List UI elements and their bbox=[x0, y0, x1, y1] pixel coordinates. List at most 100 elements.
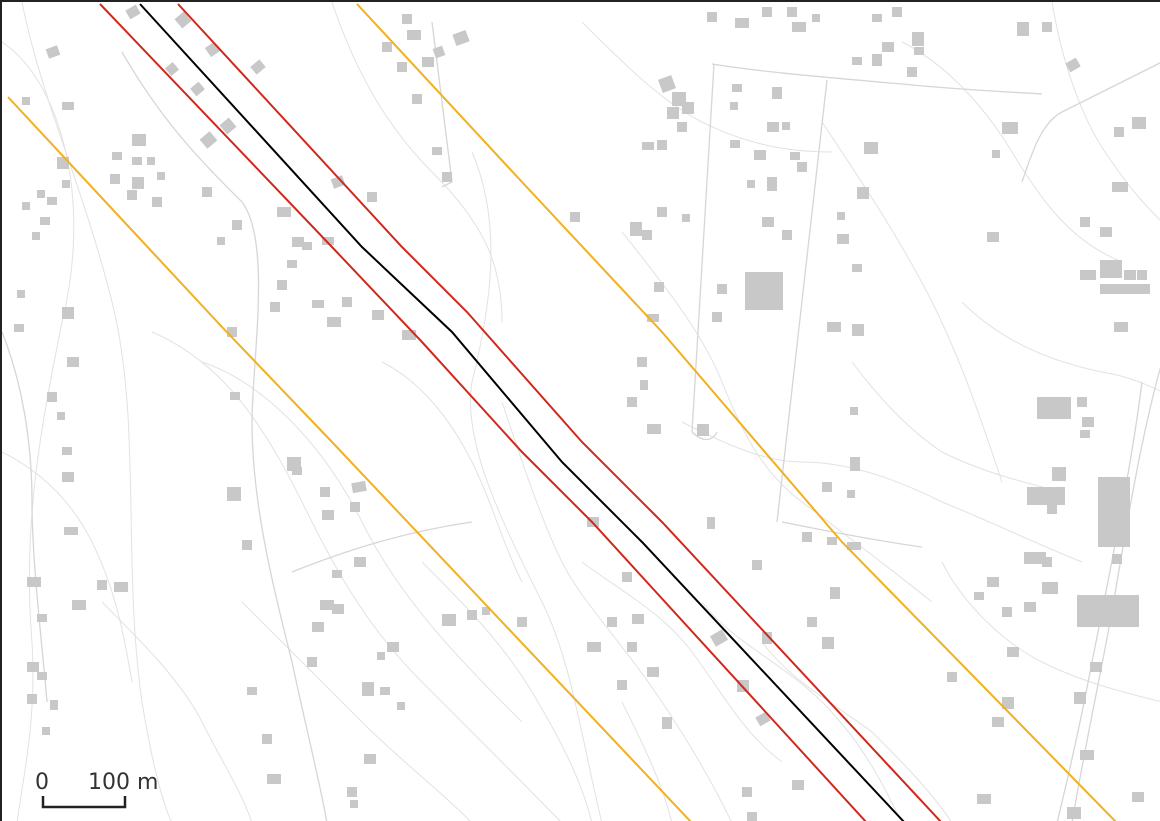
building bbox=[27, 694, 37, 704]
road bbox=[691, 431, 718, 441]
contour-line bbox=[2, 451, 133, 683]
building bbox=[277, 207, 291, 217]
building bbox=[857, 187, 869, 199]
building bbox=[247, 687, 257, 695]
building bbox=[892, 7, 902, 17]
contour-line bbox=[581, 561, 783, 763]
building bbox=[1112, 182, 1128, 192]
building bbox=[755, 711, 771, 727]
building bbox=[745, 272, 783, 310]
road bbox=[781, 521, 923, 548]
building bbox=[112, 152, 122, 160]
building bbox=[654, 282, 664, 292]
building bbox=[50, 700, 58, 710]
building bbox=[717, 284, 727, 294]
building bbox=[1047, 504, 1057, 514]
building bbox=[320, 487, 330, 497]
building bbox=[157, 172, 165, 180]
building bbox=[747, 180, 755, 188]
building bbox=[380, 687, 390, 695]
building bbox=[847, 490, 855, 498]
inner-buffer-left-line bbox=[99, 3, 867, 821]
building bbox=[482, 607, 490, 615]
building bbox=[647, 424, 661, 434]
building bbox=[1007, 647, 1019, 657]
building bbox=[230, 392, 240, 400]
building bbox=[27, 577, 41, 587]
scale-zero-label: 0 bbox=[35, 770, 49, 795]
building bbox=[174, 11, 192, 29]
building bbox=[232, 220, 242, 230]
building bbox=[42, 727, 50, 735]
outer-buffer-left-line bbox=[7, 96, 692, 821]
building bbox=[422, 57, 434, 67]
building bbox=[47, 197, 57, 205]
building bbox=[1052, 467, 1066, 481]
building bbox=[40, 217, 50, 225]
building bbox=[730, 140, 740, 148]
contour-line bbox=[101, 601, 252, 821]
contour-line bbox=[621, 231, 933, 603]
building bbox=[735, 18, 749, 28]
building bbox=[1042, 557, 1052, 567]
scale-bar-line bbox=[41, 796, 127, 809]
building bbox=[72, 600, 86, 610]
building bbox=[872, 54, 882, 66]
building bbox=[97, 580, 107, 590]
building bbox=[114, 582, 128, 592]
road bbox=[291, 521, 473, 573]
contour-line bbox=[961, 301, 1160, 392]
building bbox=[302, 242, 312, 250]
building bbox=[22, 202, 30, 210]
building bbox=[342, 297, 352, 307]
building bbox=[852, 57, 862, 65]
building bbox=[607, 617, 617, 627]
building bbox=[947, 672, 957, 682]
building bbox=[199, 131, 218, 149]
building bbox=[907, 67, 917, 77]
building bbox=[797, 162, 807, 172]
building bbox=[152, 197, 162, 207]
building bbox=[1080, 430, 1090, 438]
building bbox=[752, 560, 762, 570]
outer-buffer-right-line bbox=[356, 3, 1117, 821]
building bbox=[292, 237, 304, 247]
building bbox=[747, 812, 757, 821]
building bbox=[822, 482, 832, 492]
building bbox=[1017, 22, 1029, 36]
building bbox=[882, 42, 894, 52]
building bbox=[330, 175, 346, 189]
building bbox=[647, 314, 659, 322]
contour-line bbox=[381, 361, 523, 583]
building bbox=[270, 302, 280, 312]
building bbox=[387, 642, 399, 652]
building bbox=[667, 107, 679, 119]
building bbox=[397, 62, 407, 72]
building bbox=[627, 397, 637, 407]
building bbox=[412, 94, 422, 104]
building bbox=[912, 32, 924, 46]
building bbox=[1082, 417, 1094, 427]
building bbox=[67, 357, 79, 367]
contour-line bbox=[469, 151, 603, 821]
building bbox=[974, 592, 984, 600]
building bbox=[742, 787, 752, 797]
building bbox=[1114, 322, 1128, 332]
contour-line bbox=[851, 361, 1063, 493]
building bbox=[1024, 602, 1036, 612]
building bbox=[219, 117, 237, 135]
building bbox=[1002, 122, 1018, 134]
building bbox=[407, 30, 421, 40]
building bbox=[377, 652, 385, 660]
building bbox=[662, 717, 672, 729]
building bbox=[707, 12, 717, 22]
building bbox=[914, 47, 924, 55]
building bbox=[682, 102, 694, 114]
contour-line bbox=[901, 41, 1123, 263]
building bbox=[1077, 397, 1087, 407]
building bbox=[204, 41, 221, 58]
building bbox=[827, 322, 841, 332]
building bbox=[682, 214, 690, 222]
